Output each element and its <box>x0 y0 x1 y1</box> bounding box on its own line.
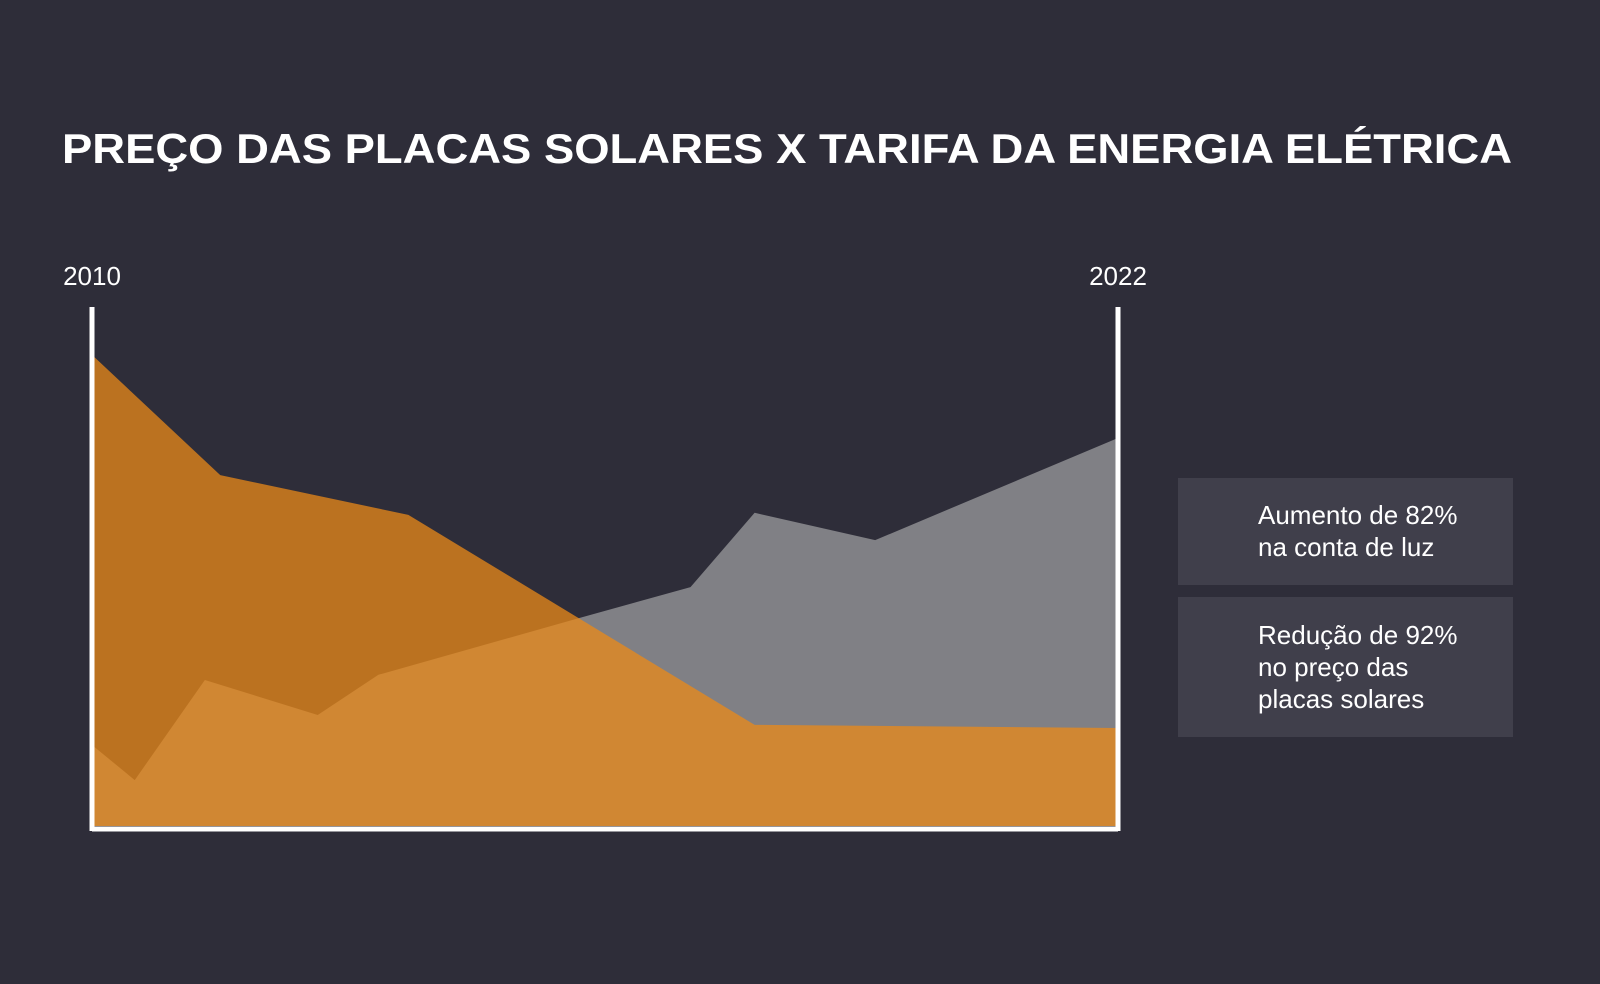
legend-label: Redução de 92% no preço das placas solar… <box>1258 620 1458 714</box>
legend-label: Aumento de 82% na conta de luz <box>1258 500 1458 562</box>
x-tick-label: 2010 <box>63 261 121 291</box>
x-tick-label: 2022 <box>1089 261 1147 291</box>
area <box>92 354 1118 826</box>
chart-title: PREÇO DAS PLACAS SOLARES X TARIFA DA ENE… <box>62 125 1512 172</box>
legend-item: Aumento de 82% na conta de luz <box>1178 478 1513 585</box>
plot-area <box>92 354 1118 826</box>
legend-item: Redução de 92% no preço das placas solar… <box>1178 597 1513 737</box>
